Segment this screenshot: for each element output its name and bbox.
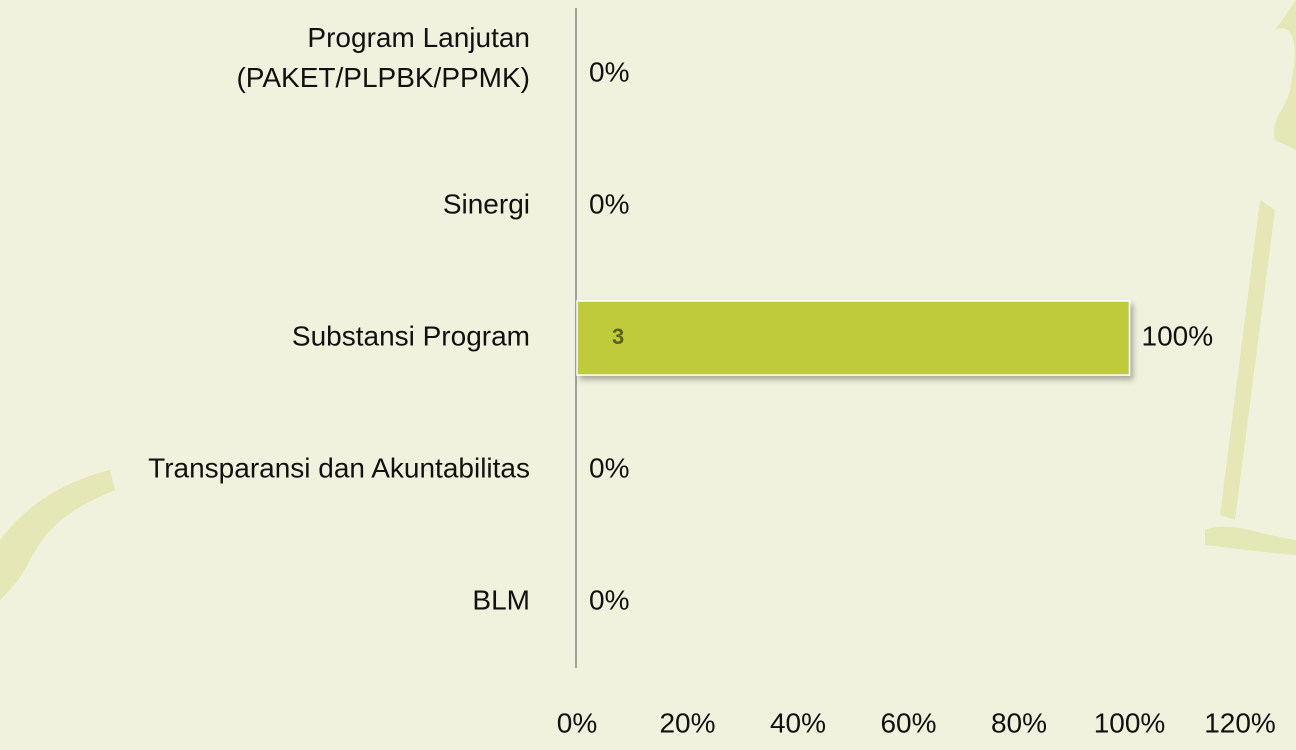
value-label: 0% xyxy=(589,452,629,483)
bar xyxy=(577,301,1130,375)
y-tick-label: BLM xyxy=(472,584,530,615)
y-tick-label: Program Lanjutan(PAKET/PLPBK/PPMK) xyxy=(236,22,530,93)
y-tick-label: Substansi Program xyxy=(292,320,530,351)
value-label: 100% xyxy=(1142,320,1214,351)
x-tick-label: 120% xyxy=(1204,707,1276,738)
value-label: 0% xyxy=(589,56,629,87)
x-tick-label: 0% xyxy=(557,707,597,738)
x-tick-label: 80% xyxy=(991,707,1047,738)
count-label: 3 xyxy=(612,324,624,349)
x-tick-label: 60% xyxy=(880,707,936,738)
y-tick-label: Transparansi dan Akuntabilitas xyxy=(148,452,530,483)
y-tick-label: Sinergi xyxy=(443,188,530,219)
x-tick-label: 20% xyxy=(659,707,715,738)
value-label: 0% xyxy=(589,584,629,615)
x-tick-label: 100% xyxy=(1094,707,1166,738)
value-label: 0% xyxy=(589,188,629,219)
x-tick-label: 40% xyxy=(770,707,826,738)
chart: 0% 20% 40% 60% 80% 100% 120% Program Lanjutan(P… xyxy=(0,0,1296,750)
background-decoration xyxy=(0,0,1296,600)
